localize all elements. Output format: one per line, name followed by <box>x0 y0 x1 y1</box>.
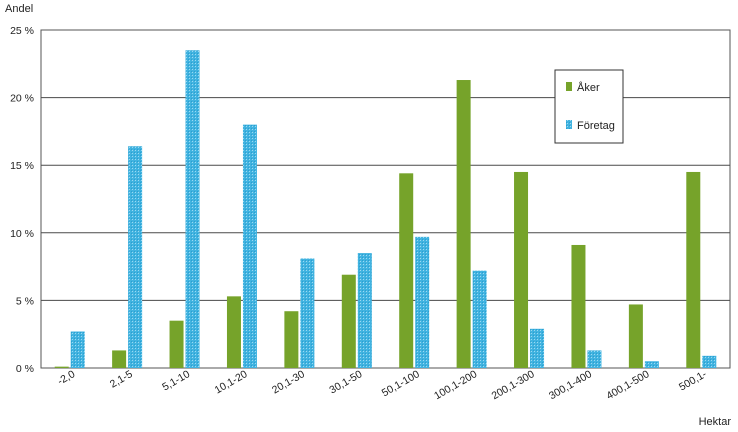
bar-foretag <box>415 236 430 368</box>
legend-swatch-foretag <box>566 120 572 129</box>
bar-aker <box>628 304 643 368</box>
x-tick-label: 10,1-20 <box>213 368 250 396</box>
legend-box <box>554 69 624 144</box>
bar-aker <box>514 171 529 368</box>
bar-aker <box>571 244 586 368</box>
legend: Åker Företag <box>554 69 624 144</box>
bar-foretag <box>185 50 200 368</box>
y-tick-label: 5 % <box>16 295 34 307</box>
y-tick-label: 25 % <box>10 25 34 37</box>
bar-foretag <box>357 253 372 368</box>
bar-foretag <box>70 331 85 368</box>
bar-foretag <box>644 361 659 368</box>
y-tick-label: 10 % <box>10 228 34 240</box>
x-tick-label: 100,1-200 <box>432 368 479 402</box>
bar-aker <box>686 171 701 368</box>
bar-foretag <box>702 355 717 368</box>
bar-aker <box>54 366 69 368</box>
bar-foretag <box>472 270 487 368</box>
legend-swatch-aker <box>566 82 572 91</box>
bar-aker <box>399 173 414 368</box>
x-tick-label: 200,1-300 <box>490 368 537 402</box>
bar-aker <box>226 296 241 368</box>
x-tick-label: 30,1-50 <box>327 368 364 396</box>
bar-aker <box>456 80 471 369</box>
bar-foretag <box>587 350 602 368</box>
legend-label-foretag: Företag <box>577 120 615 132</box>
x-tick-label: 50,1-100 <box>380 368 422 399</box>
x-tick-label: 400,1-500 <box>604 368 651 402</box>
x-tick-label: 20,1-30 <box>270 368 307 396</box>
plot-frame <box>40 29 731 369</box>
x-tick-label: 500,1- <box>677 368 709 394</box>
y-tick-label: 20 % <box>10 93 34 105</box>
bar-foretag <box>242 124 257 368</box>
bar-foretag <box>128 146 143 368</box>
bar-aker <box>169 320 184 368</box>
bar-foretag <box>530 328 545 368</box>
y-tick-label: 15 % <box>10 160 34 172</box>
legend-label-aker: Åker <box>577 81 600 94</box>
x-axis-title: Hektar <box>699 416 732 428</box>
x-tick-label: 300,1-400 <box>547 368 594 402</box>
x-tick-label: 2,1-5 <box>108 368 135 390</box>
x-tick-label: -2,0 <box>56 368 78 388</box>
x-tick-label: 5,1-10 <box>160 368 192 393</box>
bar-foretag <box>300 258 315 368</box>
bar-aker <box>341 274 356 368</box>
bar-aker <box>112 350 127 368</box>
y-axis-title: Andel <box>5 3 33 15</box>
bar-aker <box>284 311 299 368</box>
y-tick-label: 0 % <box>16 363 34 375</box>
